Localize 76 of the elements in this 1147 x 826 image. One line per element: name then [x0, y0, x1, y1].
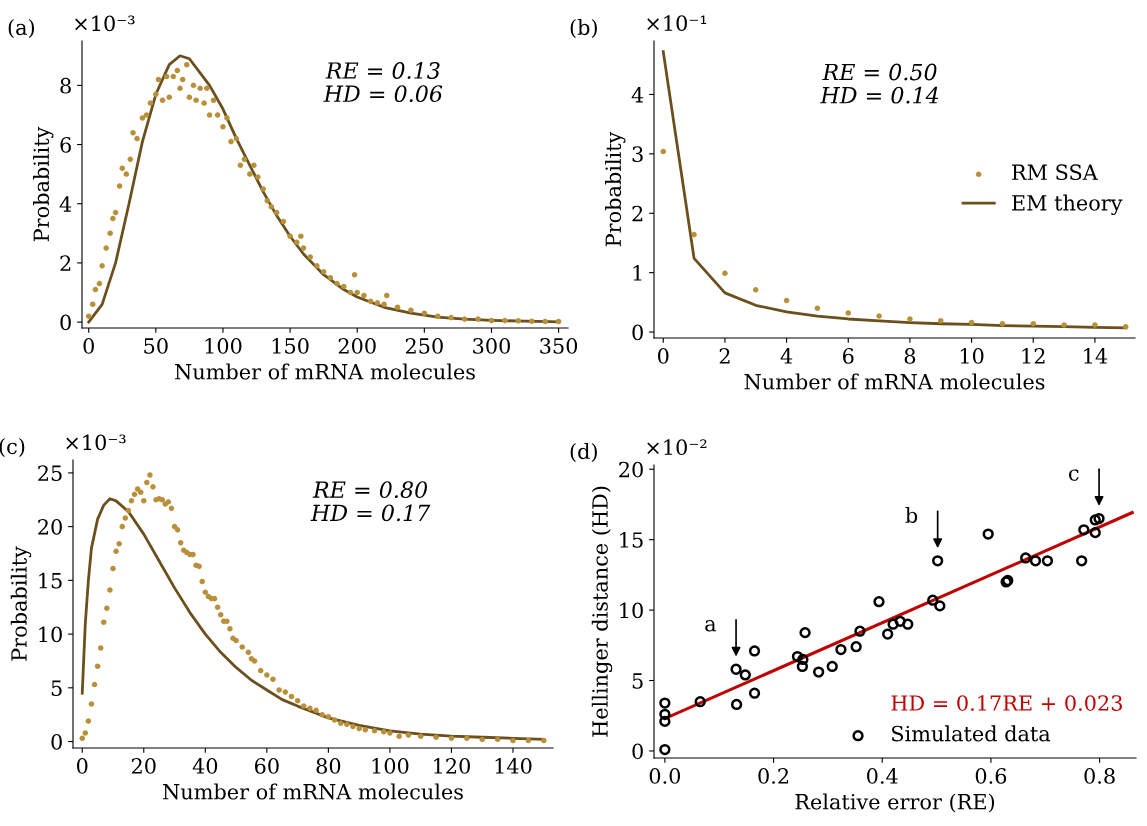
y-tick-label: 6	[60, 137, 71, 153]
x-tick-label: 6	[843, 348, 854, 364]
y-tick-label: 25	[38, 465, 62, 482]
x-tick-label: 14	[1084, 348, 1108, 364]
y-tick-label: 15	[620, 532, 643, 548]
y-tick-label: 5	[632, 673, 643, 689]
x-tick-label: 0.6	[975, 768, 1007, 784]
y-tick-label: 3	[632, 146, 643, 163]
x-tick-label: 140	[495, 758, 532, 774]
text: HD = 0.17RE + 0.023	[891, 695, 1122, 711]
y-tick-label: 0	[632, 324, 643, 341]
y-tick-label: 2	[60, 255, 71, 271]
y-tick-label: 5	[51, 680, 62, 697]
annotation: RE = 0.13 HD = 0.06	[323, 62, 443, 103]
y-tick-label: 15	[39, 572, 62, 589]
x-tick-label: 300	[473, 338, 510, 354]
y-axis-title: Probability	[605, 131, 626, 247]
x-tick-label: 350	[540, 338, 578, 354]
x-tick-label: 8	[904, 348, 916, 364]
x-tick-label: 10	[960, 348, 984, 364]
x-tick-label: 0.0	[649, 768, 681, 784]
annotation: a	[705, 620, 717, 632]
x-axis-title: Relative error (RE)	[795, 793, 995, 813]
y-tick-label: 0	[632, 743, 643, 760]
x-tick-label: 0	[658, 348, 669, 364]
text: ×10⁻³	[66, 434, 126, 451]
y-tick-label: 10	[39, 626, 62, 643]
y-tick-label: 10	[620, 602, 643, 619]
x-tick-label: 20	[131, 758, 156, 774]
y-tick-label: 2	[632, 205, 643, 222]
y-tick-label: 20	[38, 519, 62, 535]
y-axis-title: Probability	[33, 126, 54, 242]
text: ×10⁻¹	[647, 15, 707, 32]
text: (d)	[570, 443, 597, 463]
x-tick-label: 150	[272, 338, 309, 354]
x-axis-title: Number of mRNA molecules	[744, 373, 1045, 390]
text: (c)	[0, 438, 25, 458]
y-tick-label: 20	[619, 461, 643, 478]
x-tick-label: 250	[405, 338, 443, 354]
x-tick-label: 0.8	[1084, 768, 1115, 784]
x-tick-label: 0	[83, 338, 94, 354]
legend-label: Simulated data	[892, 725, 1051, 742]
y-tick-label: 8	[60, 77, 71, 94]
x-axis-title: Number of mRNA molecules	[163, 783, 463, 800]
text: ×10⁻²	[647, 439, 707, 456]
y-axis-title: Hellinger distance (HD)	[591, 486, 613, 737]
text: (a)	[8, 19, 35, 39]
x-tick-label: 0.2	[758, 768, 789, 784]
x-tick-label: 200	[338, 338, 376, 354]
text: ×10⁻³	[75, 15, 135, 32]
legend-label: RM SSA	[1012, 164, 1099, 181]
x-tick-label: 2	[719, 348, 730, 364]
x-tick-label: 100	[372, 758, 409, 774]
y-tick-label: 1	[633, 265, 642, 281]
annotation: b	[905, 506, 918, 524]
text: (b)	[570, 19, 597, 39]
x-tick-label: 80	[316, 758, 341, 774]
y-tick-label: 0	[60, 314, 71, 331]
legend-label: EM theory	[1012, 194, 1123, 216]
x-tick-label: 12	[1022, 348, 1045, 364]
annotation: c	[1068, 469, 1079, 481]
y-tick-label: 4	[631, 86, 644, 103]
x-tick-label: 40	[192, 758, 218, 774]
annotation: RE = 0.50 HD = 0.14	[820, 63, 939, 104]
y-axis-title: Probability	[10, 546, 32, 661]
y-tick-label: 0	[51, 734, 62, 750]
y-tick-label: 4	[59, 196, 72, 212]
x-tick-label: 100	[205, 338, 242, 354]
x-tick-label: 4	[780, 348, 793, 364]
x-tick-label: 60	[254, 758, 279, 774]
x-axis-title: Number of mRNA molecules	[175, 363, 475, 380]
x-tick-label: 0.4	[867, 768, 898, 784]
x-tick-label: 120	[434, 758, 470, 774]
x-tick-label: 0	[76, 758, 88, 774]
x-tick-label: 50	[144, 338, 168, 354]
annotation: RE = 0.80 HD = 0.17	[310, 481, 431, 522]
